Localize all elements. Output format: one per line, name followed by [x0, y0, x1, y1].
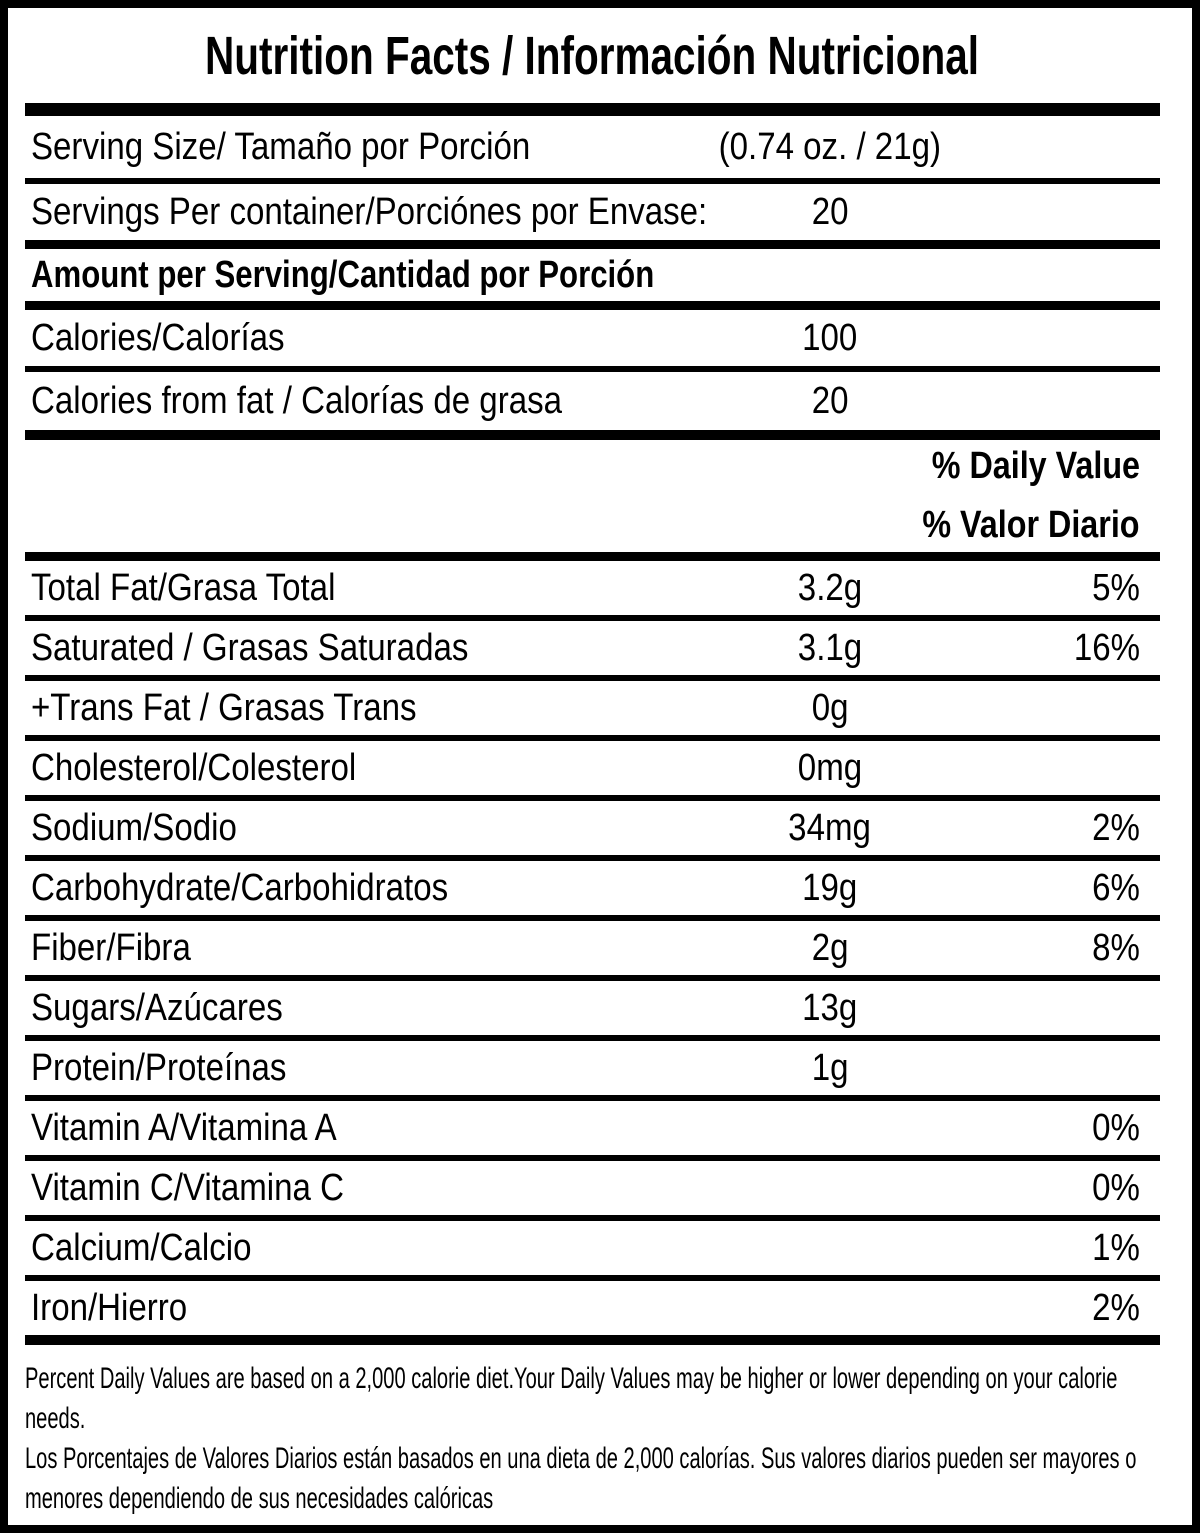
- nutrient-amount: 3.1g: [797, 626, 863, 669]
- daily-value-header: % Daily Value % Valor Diario: [25, 440, 1160, 561]
- nutrient-label: Protein/Proteínas: [31, 1046, 287, 1089]
- nutrient-row-saturated-fat: Saturated / Grasas Saturadas 3.1g 16%: [25, 621, 1160, 681]
- nutrient-row-vitamin-a: Vitamin A/Vitamina A 0%: [25, 1101, 1160, 1161]
- amount-per-serving-header: Amount per Serving/Cantidad por Porción: [25, 249, 1160, 310]
- footnote-english: Percent Daily Values are based on a 2,00…: [25, 1362, 1118, 1435]
- nutrient-row-sodium: Sodium/Sodio 34mg 2%: [25, 801, 1160, 861]
- serving-size-row: Serving Size/ Tamaño por Porción (0.74 o…: [25, 116, 1160, 184]
- nutrient-row-protein: Protein/Proteínas 1g: [25, 1041, 1160, 1101]
- daily-value-header-en: % Daily Value: [931, 445, 1140, 487]
- nutrient-row-cholesterol: Cholesterol/Colesterol 0mg: [25, 741, 1160, 801]
- nutrient-row-fiber: Fiber/Fibra 2g 8%: [25, 921, 1160, 981]
- nutrient-row-sugars: Sugars/Azúcares 13g: [25, 981, 1160, 1041]
- title-divider: [25, 103, 1160, 116]
- servings-per-container-row: Servings Per container/Porciónes por Env…: [25, 184, 1160, 249]
- nutrient-label: Vitamin C/Vitamina C: [31, 1166, 344, 1209]
- nutrient-label: +Trans Fat / Grasas Trans: [31, 686, 417, 729]
- calories-from-fat-value: 20: [811, 379, 849, 422]
- nutrient-row-iron: Iron/Hierro 2%: [25, 1281, 1160, 1345]
- nutrient-row-carbohydrate: Carbohydrate/Carbohidratos 19g 6%: [25, 861, 1160, 921]
- nutrient-amount: 1g: [811, 1046, 849, 1089]
- label-title-text: Nutrition Facts / Información Nutriciona…: [205, 25, 980, 86]
- daily-value-header-es: % Valor Diario: [922, 504, 1140, 546]
- nutrient-row-vitamin-c: Vitamin C/Vitamina C 0%: [25, 1161, 1160, 1221]
- nutrient-dv: 0%: [1092, 1166, 1140, 1209]
- serving-size-value: (0.74 oz. / 21g): [718, 125, 942, 168]
- footnotes: Percent Daily Values are based on a 2,00…: [25, 1359, 1160, 1519]
- nutrient-dv: 1%: [1092, 1226, 1140, 1269]
- nutrient-dv: 8%: [1092, 926, 1140, 969]
- nutrient-row-trans-fat: +Trans Fat / Grasas Trans 0g: [25, 681, 1160, 741]
- nutrient-amount: 13g: [802, 986, 858, 1029]
- nutrient-label: Sodium/Sodio: [31, 806, 237, 849]
- nutrient-label: Fiber/Fibra: [31, 926, 191, 969]
- calories-from-fat-row: Calories from fat / Calorías de grasa 20: [25, 372, 1160, 440]
- nutrient-amount: 3.2g: [797, 566, 863, 609]
- footnote-spanish: Los Porcentajes de Valores Diarios están…: [25, 1441, 1137, 1515]
- nutrient-row-total-fat: Total Fat/Grasa Total 3.2g 5%: [25, 561, 1160, 621]
- nutrient-label: Calcium/Calcio: [31, 1226, 252, 1269]
- amount-per-serving-text: Amount per Serving/Cantidad por Porción: [31, 253, 655, 296]
- nutrient-amount: 0g: [811, 686, 849, 729]
- nutrient-label: Saturated / Grasas Saturadas: [31, 626, 469, 669]
- nutrient-label: Carbohydrate/Carbohidratos: [31, 866, 449, 909]
- calories-label: Calories/Calorías: [31, 316, 285, 359]
- nutrient-label: Iron/Hierro: [31, 1286, 188, 1329]
- nutrient-row-calcium: Calcium/Calcio 1%: [25, 1221, 1160, 1281]
- nutrient-amount: 2g: [811, 926, 849, 969]
- nutrient-amount: 19g: [802, 866, 858, 909]
- servings-per-container-value: 20: [811, 190, 849, 233]
- nutrient-label: Total Fat/Grasa Total: [31, 566, 336, 609]
- servings-per-container-label: Servings Per container/Porciónes por Env…: [31, 190, 708, 233]
- nutrient-dv: 16%: [1073, 626, 1140, 669]
- calories-value: 100: [802, 316, 858, 359]
- nutrient-dv: 0%: [1092, 1106, 1140, 1149]
- nutrient-dv: 2%: [1092, 806, 1140, 849]
- nutrient-label: Vitamin A/Vitamina A: [31, 1106, 337, 1149]
- nutrient-amount: 34mg: [788, 806, 872, 849]
- nutrient-dv: 6%: [1092, 866, 1140, 909]
- calories-row: Calories/Calorías 100: [25, 310, 1160, 372]
- nutrient-label: Cholesterol/Colesterol: [31, 746, 357, 789]
- nutrient-amount: 0mg: [797, 746, 863, 789]
- nutrient-dv: 5%: [1092, 566, 1140, 609]
- serving-size-label: Serving Size/ Tamaño por Porción: [31, 125, 531, 168]
- calories-from-fat-label: Calories from fat / Calorías de grasa: [31, 379, 563, 422]
- nutrient-dv: 2%: [1092, 1286, 1140, 1329]
- nutrient-label: Sugars/Azúcares: [31, 986, 283, 1029]
- label-title: Nutrition Facts / Información Nutriciona…: [25, 8, 1160, 103]
